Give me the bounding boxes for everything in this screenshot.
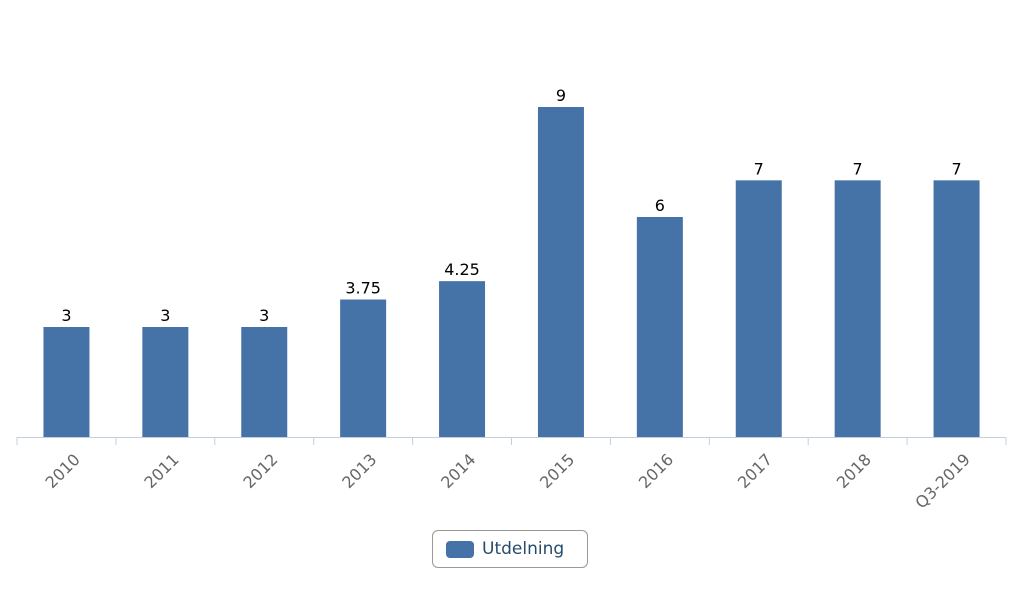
x-axis-ticks bbox=[16, 437, 1007, 445]
x-tick-label-2010: 2010 bbox=[42, 450, 84, 492]
bar-2010[interactable] bbox=[43, 327, 90, 437]
data-label-2013: 3.75 bbox=[345, 279, 381, 298]
data-label-2012: 3 bbox=[259, 306, 269, 325]
x-tick-label-2013: 2013 bbox=[338, 450, 380, 492]
data-label-2010: 3 bbox=[61, 306, 71, 325]
x-axis-tick-labels: 2010 2011 2012 2013 2014 2015 2016 2017 2018 Q3-2… bbox=[42, 450, 974, 512]
data-label-Q3-2019: 7 bbox=[951, 159, 961, 178]
x-tick-label-2015: 2015 bbox=[536, 450, 578, 492]
data-label-2014: 4.25 bbox=[444, 260, 480, 279]
data-label-2016: 6 bbox=[655, 196, 665, 215]
data-label-2018: 7 bbox=[853, 159, 863, 178]
x-tick-label-2014: 2014 bbox=[437, 450, 479, 492]
x-tick-label-2012: 2012 bbox=[239, 450, 281, 492]
legend[interactable]: Utdelning bbox=[432, 530, 588, 568]
bar-2018[interactable] bbox=[834, 180, 881, 438]
x-tick-label-2011: 2011 bbox=[140, 450, 182, 492]
legend-swatch bbox=[446, 540, 474, 558]
bar-2017[interactable] bbox=[735, 180, 782, 438]
bar-2016[interactable] bbox=[636, 217, 683, 437]
x-tick-label-Q3-2019: Q3-2019 bbox=[911, 450, 973, 512]
data-label-2011: 3 bbox=[160, 306, 170, 325]
bar-Q3-2019[interactable] bbox=[933, 180, 980, 438]
bar-2012[interactable] bbox=[241, 327, 288, 437]
data-label-2015: 9 bbox=[556, 86, 566, 105]
bar-2013[interactable] bbox=[340, 299, 387, 438]
data-label-2017: 7 bbox=[754, 159, 764, 178]
bars-group bbox=[43, 107, 980, 438]
x-tick-label-2016: 2016 bbox=[635, 450, 677, 492]
data-labels-group: 3 3 3 3.75 4.25 9 6 7 7 7 bbox=[61, 86, 961, 325]
bar-2011[interactable] bbox=[142, 327, 189, 437]
bar-2015[interactable] bbox=[537, 107, 584, 437]
bar-2014[interactable] bbox=[439, 281, 486, 437]
x-tick-label-2018: 2018 bbox=[833, 450, 875, 492]
legend-label: Utdelning bbox=[482, 539, 565, 559]
x-tick-label-2017: 2017 bbox=[734, 450, 776, 492]
